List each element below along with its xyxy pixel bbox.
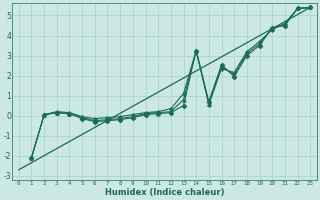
X-axis label: Humidex (Indice chaleur): Humidex (Indice chaleur)	[105, 188, 224, 197]
